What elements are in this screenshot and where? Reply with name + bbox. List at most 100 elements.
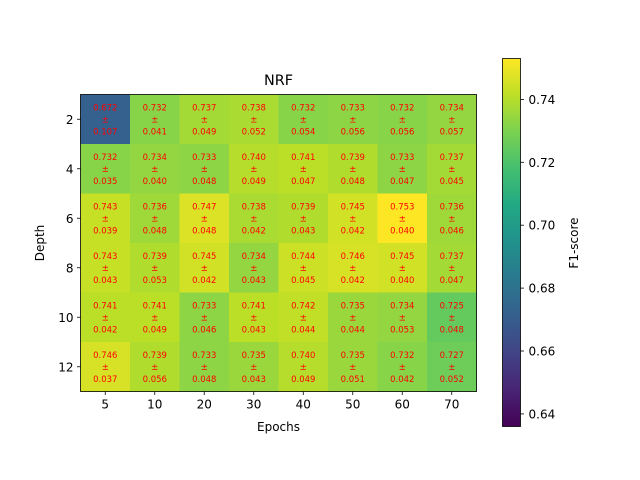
cell-error-label: 0.051 (341, 375, 365, 385)
heatmap-cell (130, 144, 180, 194)
cell-error-label: 0.047 (390, 177, 414, 187)
cell-pm-label: ± (250, 115, 257, 125)
cell-error-label: 0.049 (192, 127, 216, 137)
x-tick-label: 70 (444, 398, 459, 412)
heatmap-cell (427, 292, 477, 343)
y-tick-label: 6 (66, 212, 74, 226)
cell-value-label: 0.736 (440, 202, 464, 212)
cell-pm-label: ± (201, 214, 208, 224)
cell-value-label: 0.738 (242, 202, 266, 212)
heatmap-cell (130, 94, 180, 145)
cell-value-label: 0.732 (390, 103, 414, 113)
cell-value-label: 0.741 (242, 301, 266, 311)
cell-error-label: 0.056 (143, 375, 167, 385)
cell-error-label: 0.045 (291, 276, 315, 286)
cell-error-label: 0.043 (242, 276, 266, 286)
heatmap-cell (377, 243, 428, 293)
cell-error-label: 0.107 (93, 127, 117, 137)
heatmap-cell (278, 342, 329, 392)
heatmap-cell (130, 292, 180, 343)
x-tick-label: 60 (395, 398, 410, 412)
heatmap-cell (229, 243, 279, 293)
x-tick-label: 20 (197, 398, 212, 412)
cell-value-label: 0.737 (440, 153, 464, 163)
heatmap-cell (80, 193, 131, 244)
cell-pm-label: ± (349, 264, 356, 274)
cell-value-label: 0.739 (291, 202, 315, 212)
cell-error-label: 0.052 (242, 127, 266, 137)
x-tick-label: 50 (345, 398, 360, 412)
heatmap-cell (80, 144, 131, 194)
heatmap-cell (377, 94, 428, 145)
heatmap-cell (328, 342, 378, 392)
y-tick-label: 10 (58, 311, 73, 325)
heatmap-cell (377, 193, 428, 244)
colorbar-tick-label: 0.72 (529, 156, 556, 170)
cell-value-label: 0.743 (93, 202, 117, 212)
heatmap-cell (427, 193, 477, 244)
heatmap-cell (80, 94, 131, 145)
cell-pm-label: ± (399, 264, 406, 274)
y-axis-ticks: 2 4 6 8 10 12 (58, 113, 81, 374)
cell-value-label: 0.734 (143, 153, 167, 163)
cell-pm-label: ± (399, 313, 406, 323)
cell-pm-label: ± (151, 165, 158, 175)
cell-error-label: 0.053 (143, 276, 167, 286)
y-tick-label: 4 (66, 162, 74, 176)
cell-value-label: 0.739 (341, 153, 365, 163)
cell-value-label: 0.733 (192, 351, 216, 361)
y-axis-label: Depth (33, 225, 47, 262)
heatmap-cell (377, 292, 428, 343)
cell-pm-label: ± (102, 115, 109, 125)
heatmap-cell (427, 144, 477, 194)
cell-pm-label: ± (102, 313, 109, 323)
heatmap-cell (179, 144, 230, 194)
heatmap-cell (179, 193, 230, 244)
cell-pm-label: ± (102, 214, 109, 224)
heatmap-cell (328, 193, 378, 244)
cell-error-label: 0.042 (192, 276, 216, 286)
cell-value-label: 0.734 (390, 301, 414, 311)
cell-value-label: 0.725 (440, 301, 464, 311)
cell-error-label: 0.047 (440, 276, 464, 286)
cell-pm-label: ± (300, 214, 307, 224)
cell-pm-label: ± (250, 363, 257, 373)
cell-pm-label: ± (201, 264, 208, 274)
heatmap-cell (278, 292, 329, 343)
heatmap-cell (130, 193, 180, 244)
cell-error-label: 0.056 (390, 127, 414, 137)
heatmap-cell (130, 342, 180, 392)
heatmap-cell (377, 144, 428, 194)
cell-value-label: 0.739 (143, 252, 167, 262)
heatmap-cell (328, 292, 378, 343)
cell-error-label: 0.048 (192, 226, 216, 236)
colorbar-tick-label: 0.64 (529, 407, 556, 421)
cell-pm-label: ± (151, 214, 158, 224)
cell-error-label: 0.040 (390, 276, 414, 286)
cell-pm-label: ± (300, 115, 307, 125)
cell-value-label: 0.732 (291, 103, 315, 113)
cell-error-label: 0.047 (291, 177, 315, 187)
heatmap-cell (80, 292, 131, 343)
cell-error-label: 0.043 (93, 276, 117, 286)
cell-pm-label: ± (201, 165, 208, 175)
heatmap-cell (278, 144, 329, 194)
cell-value-label: 0.733 (192, 153, 216, 163)
heatmap-cell (278, 94, 329, 145)
heatmap-cell (229, 193, 279, 244)
cell-pm-label: ± (102, 363, 109, 373)
cell-error-label: 0.048 (341, 177, 365, 187)
chart-title: NRF (264, 73, 293, 89)
cell-value-label: 0.735 (341, 301, 365, 311)
cell-value-label: 0.741 (143, 301, 167, 311)
cell-pm-label: ± (201, 363, 208, 373)
heatmap-cell (328, 94, 378, 145)
colorbar-tick-label: 0.68 (529, 282, 556, 296)
cell-value-label: 0.733 (341, 103, 365, 113)
heatmap-cell (130, 243, 180, 293)
cell-pm-label: ± (250, 264, 257, 274)
plot-frame (80, 94, 477, 392)
cell-value-label: 0.737 (192, 103, 216, 113)
heatmap-cell-labels: 0.672 ±0.107 0.732 ±0.041 0.737 ±0.049 0.738 ±0… (93, 103, 464, 385)
heatmap-cell (179, 94, 230, 145)
